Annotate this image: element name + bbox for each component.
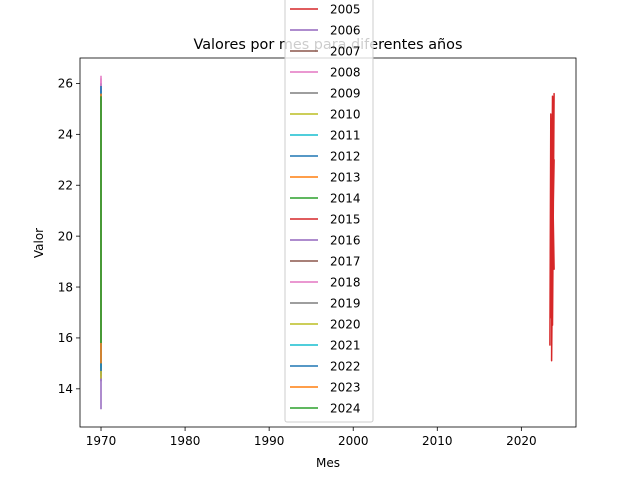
x-tick-label: 1980 bbox=[170, 434, 201, 448]
legend-label-2014: 2014 bbox=[330, 191, 361, 205]
x-axis-label: Mes bbox=[316, 456, 340, 470]
legend-label-2005: 2005 bbox=[330, 2, 361, 16]
x-tick-label: 2000 bbox=[338, 434, 369, 448]
legend-label-2019: 2019 bbox=[330, 296, 361, 310]
legend-label-2024: 2024 bbox=[330, 401, 361, 415]
x-tick-label: 1990 bbox=[254, 434, 285, 448]
legend-label-2011: 2011 bbox=[330, 128, 361, 142]
legend-label-2007: 2007 bbox=[330, 44, 361, 58]
legend-box bbox=[284, 0, 374, 423]
legend-label-2021: 2021 bbox=[330, 338, 361, 352]
y-tick-label: 20 bbox=[58, 229, 73, 243]
legend-label-2013: 2013 bbox=[330, 170, 361, 184]
legend-label-2020: 2020 bbox=[330, 317, 361, 331]
legend: 2005 2006 2007 2008 2009 2010 2011 2012 2013 2014… bbox=[284, 0, 374, 423]
legend-label-2009: 2009 bbox=[330, 86, 361, 100]
legend-label-2006: 2006 bbox=[330, 23, 361, 37]
x-tick-label: 2020 bbox=[506, 434, 537, 448]
legend-label-2023: 2023 bbox=[330, 380, 361, 394]
x-axis: 1970 1980 1990 2000 2010 2020 bbox=[86, 427, 537, 448]
legend-label-2012: 2012 bbox=[330, 149, 361, 163]
legend-label-2010: 2010 bbox=[330, 107, 361, 121]
y-tick-label: 24 bbox=[58, 128, 73, 142]
x-tick-label: 2010 bbox=[422, 434, 453, 448]
y-tick-label: 14 bbox=[58, 382, 73, 396]
y-axis-label: Valor bbox=[32, 228, 46, 258]
series-layer bbox=[100, 75, 555, 410]
legend-label-2016: 2016 bbox=[330, 233, 361, 247]
y-tick-label: 18 bbox=[58, 280, 73, 294]
series-line-extra-20 bbox=[549, 92, 555, 362]
y-axis: 14 16 18 20 22 24 26 bbox=[58, 77, 80, 396]
legend-label-2017: 2017 bbox=[330, 254, 361, 268]
legend-label-2018: 2018 bbox=[330, 275, 361, 289]
x-tick-label: 1970 bbox=[86, 434, 117, 448]
legend-label-2008: 2008 bbox=[330, 65, 361, 79]
legend-label-2022: 2022 bbox=[330, 359, 361, 373]
y-tick-label: 26 bbox=[58, 77, 73, 91]
legend-label-2015: 2015 bbox=[330, 212, 361, 226]
y-tick-label: 22 bbox=[58, 179, 73, 193]
y-tick-label: 16 bbox=[58, 331, 73, 345]
